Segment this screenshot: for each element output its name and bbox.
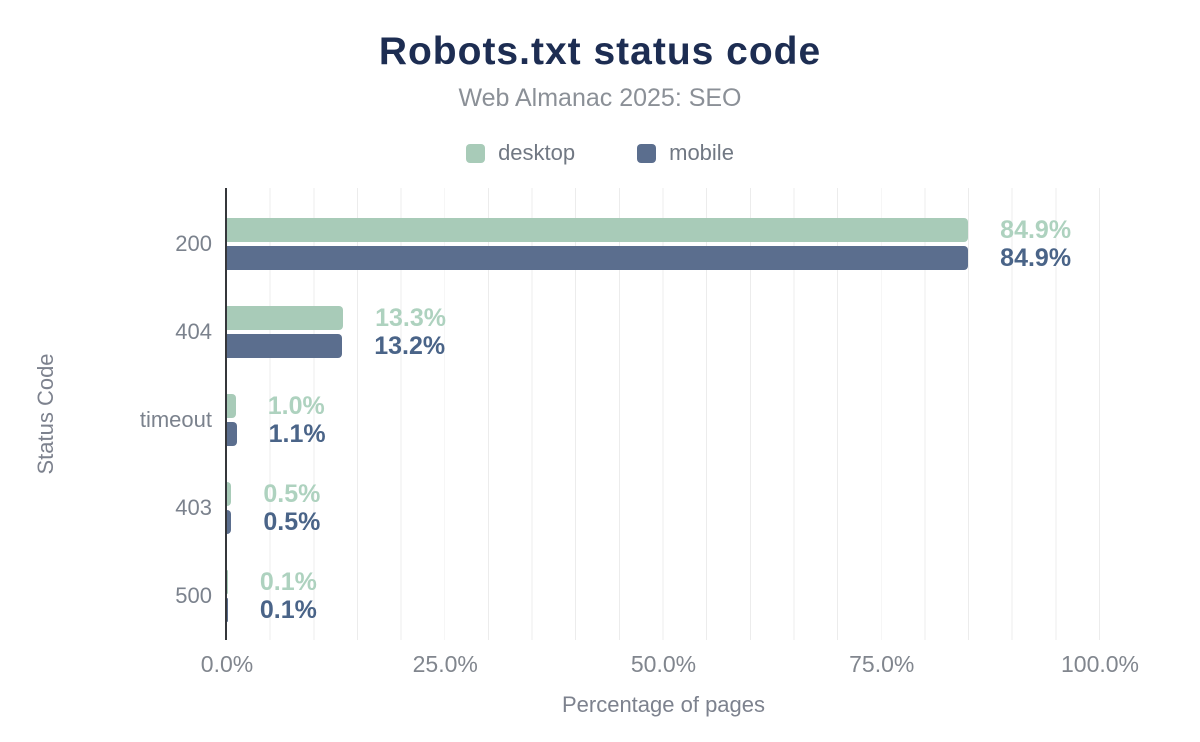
x-tick-label: 0.0% [200,651,254,677]
bar-mobile-500[interactable] [227,598,228,622]
chart-title: Robots.txt status code [378,30,822,73]
category-label: 404 [175,319,212,344]
bar-line-desktop: 0.5% [227,479,1100,508]
bar-line-desktop: 1.0% [227,391,1100,420]
category-label: 403 [175,495,212,520]
value-label: 0.1% [259,567,317,596]
chart-subtitle: Web Almanac 2025: SEO [458,84,742,112]
y-axis-title: Status Code [33,353,58,475]
bar-line-desktop: 84.9% [227,215,1100,244]
legend-item-desktop[interactable]: desktop [466,140,575,166]
legend-label: desktop [498,140,576,165]
category-label: timeout [139,407,212,432]
legend-swatch-desktop [466,143,486,163]
bar-mobile-403[interactable] [227,510,232,534]
bar-mobile-404[interactable] [227,334,343,358]
bar-mobile-200[interactable] [227,246,969,270]
legend: desktop mobile [0,140,1200,166]
bar-line-mobile: 13.2% [227,331,1100,360]
x-tick-label: 25.0% [412,651,478,677]
value-label: 84.9% [1000,215,1072,244]
bar-desktop-200[interactable] [227,218,969,242]
category-label: 500 [175,583,212,608]
plot-rows: 200 84.9% 84.9% 404 13.3% 13.2% timeout 1.0% 1.1… [140,200,1100,640]
value-label: 1.0% [267,391,325,420]
chart-row-timeout: timeout 1.0% 1.1% [140,376,1100,464]
legend-swatch-mobile [637,143,657,163]
plot-area: 200 84.9% 84.9% 404 13.3% 13.2% timeout 1.0% 1.1… [140,188,1100,640]
bar-line-desktop: 0.1% [227,567,1100,596]
value-label: 0.5% [263,507,321,536]
x-tick-label: 75.0% [849,651,915,677]
bar-line-mobile: 0.1% [227,595,1100,624]
value-label: 0.5% [263,479,321,508]
bar-desktop-500[interactable] [227,570,228,594]
x-tick-label: 100.0% [1060,651,1140,677]
value-label: 0.1% [259,595,317,624]
value-label: 1.1% [268,419,326,448]
bar-line-mobile: 84.9% [227,243,1100,272]
bar-desktop-404[interactable] [227,306,344,330]
bar-line-desktop: 13.3% [227,303,1100,332]
value-label: 13.3% [375,303,446,332]
bar-line-mobile: 0.5% [227,507,1100,536]
chart-row-404: 404 13.3% 13.2% [175,288,1100,376]
value-label: 84.9% [1000,243,1072,272]
x-axis-title: Percentage of pages [561,692,766,717]
category-label: 200 [175,231,212,256]
legend-item-mobile[interactable]: mobile [637,140,734,166]
x-axis-ticks: 0.0% 25.0% 50.0% 75.0% 100.0% [201,651,1139,677]
bar-desktop-403[interactable] [227,482,232,506]
legend-label: mobile [669,140,734,165]
chart-row-200: 200 84.9% 84.9% [175,200,1100,288]
bar-mobile-timeout[interactable] [227,422,237,446]
bar-desktop-timeout[interactable] [227,394,236,418]
value-label: 13.2% [374,331,446,360]
bar-line-mobile: 1.1% [227,419,1100,448]
x-tick-label: 50.0% [630,651,697,677]
chart-row-500: 500 0.1% 0.1% [175,552,1100,640]
chart-row-403: 403 0.5% 0.5% [175,464,1100,552]
